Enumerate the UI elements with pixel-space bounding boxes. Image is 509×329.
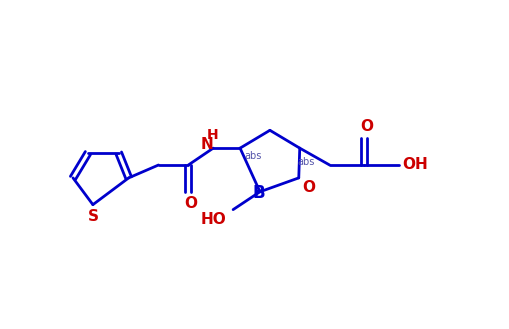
Text: OH: OH xyxy=(402,158,428,172)
Text: HO: HO xyxy=(201,212,226,227)
Text: N: N xyxy=(201,137,214,152)
Text: O: O xyxy=(360,119,373,134)
Text: H: H xyxy=(207,128,218,142)
Text: O: O xyxy=(302,180,315,195)
Text: S: S xyxy=(88,209,98,224)
Text: B: B xyxy=(252,184,265,202)
Text: abs: abs xyxy=(297,157,315,167)
Text: abs: abs xyxy=(244,151,262,161)
Text: O: O xyxy=(184,196,197,211)
